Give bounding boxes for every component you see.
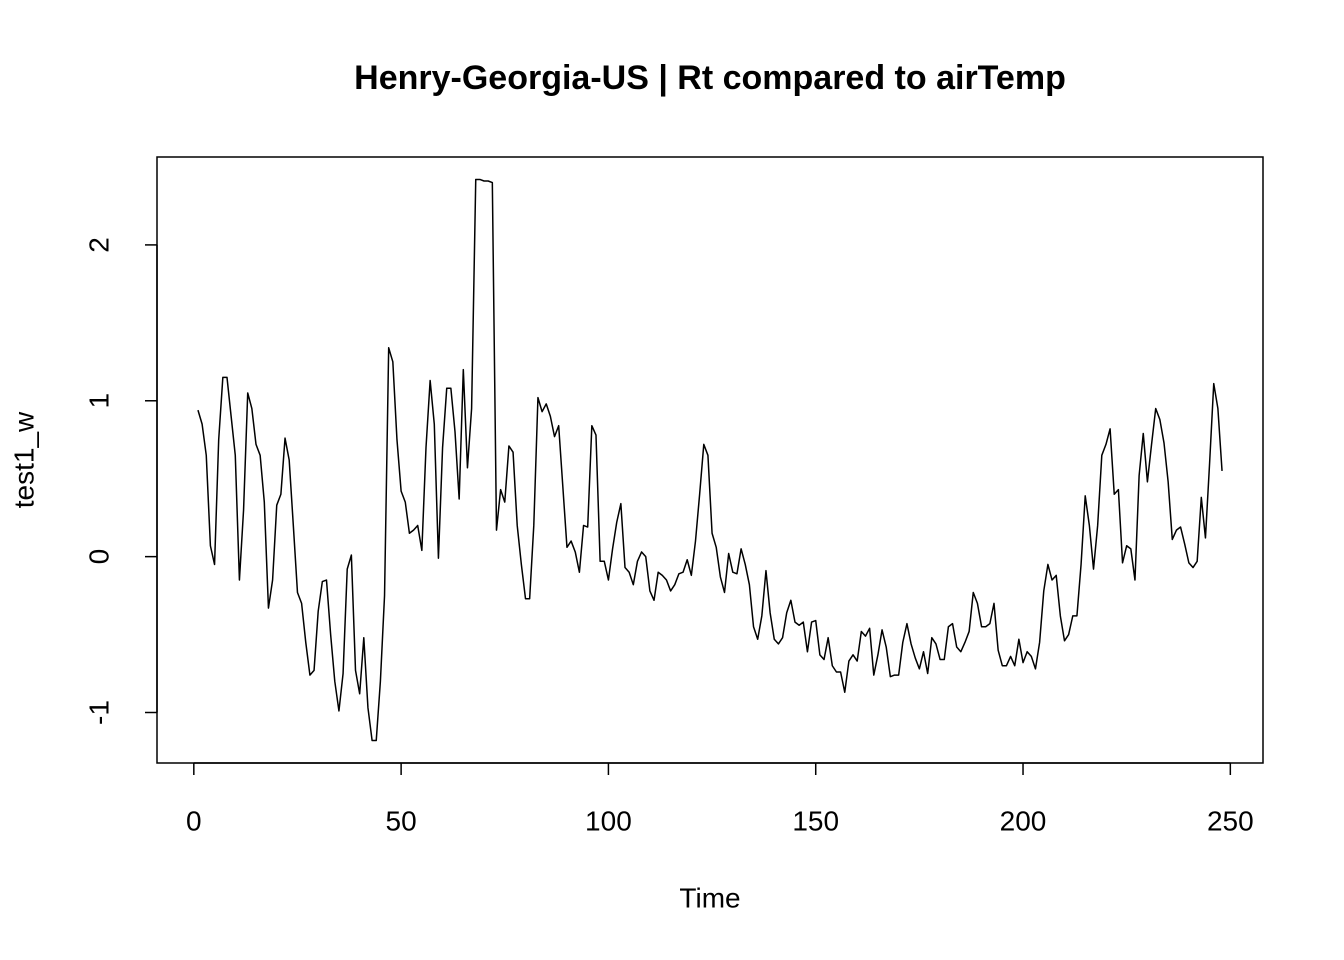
y-tick-label: 2 xyxy=(83,237,114,253)
y-tick-label: 0 xyxy=(83,549,114,565)
x-axis-label: Time xyxy=(679,882,740,913)
x-tick-label: 50 xyxy=(386,805,417,836)
y-axis-label: test1_w xyxy=(8,411,39,508)
chart-title: Henry-Georgia-US | Rt compared to airTem… xyxy=(354,59,1066,97)
x-tick-label: 0 xyxy=(186,805,202,836)
x-tick-label: 150 xyxy=(792,805,839,836)
x-tick-label: 250 xyxy=(1207,805,1254,836)
y-tick-label: -1 xyxy=(83,700,114,725)
x-tick-label: 100 xyxy=(585,805,632,836)
plot-frame xyxy=(156,156,1264,764)
y-tick-label: 1 xyxy=(83,393,114,409)
x-tick-label: 200 xyxy=(1000,805,1047,836)
series-line xyxy=(197,178,1223,742)
